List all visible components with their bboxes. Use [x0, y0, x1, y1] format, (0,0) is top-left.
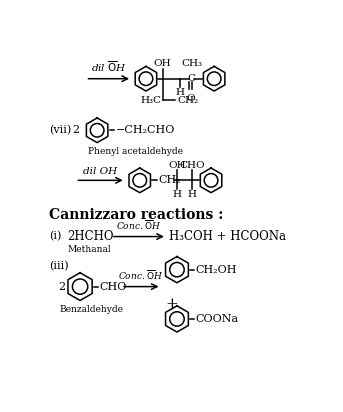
- Text: Cannizzaro reactions :: Cannizzaro reactions :: [49, 208, 223, 222]
- Text: H: H: [188, 190, 197, 199]
- Text: H: H: [173, 190, 181, 199]
- Text: Phenyl acetaldehyde: Phenyl acetaldehyde: [88, 147, 183, 156]
- Text: 2: 2: [72, 125, 80, 135]
- Text: (iii): (iii): [49, 262, 69, 272]
- Text: H₃C: H₃C: [140, 96, 162, 105]
- Text: (i): (i): [49, 232, 61, 242]
- Text: CHO: CHO: [180, 161, 205, 170]
- Text: CH₂: CH₂: [158, 176, 181, 185]
- Text: Conc. $\overline{\rm O}$H: Conc. $\overline{\rm O}$H: [118, 268, 164, 282]
- Text: +: +: [165, 297, 178, 311]
- Text: CH₃: CH₃: [181, 59, 203, 68]
- Text: (vii): (vii): [49, 125, 71, 136]
- Text: H: H: [176, 88, 185, 97]
- Text: CH₂OH: CH₂OH: [196, 265, 237, 275]
- Text: CHO: CHO: [99, 281, 127, 292]
- Text: dil OH: dil OH: [83, 167, 117, 176]
- Text: Benzaldehyde: Benzaldehyde: [60, 305, 124, 314]
- Text: OH: OH: [168, 161, 186, 170]
- Text: C: C: [187, 74, 195, 83]
- Text: OH: OH: [153, 59, 171, 68]
- Text: H₃COH + HCOONa: H₃COH + HCOONa: [169, 230, 286, 243]
- Text: 2: 2: [58, 281, 66, 292]
- Text: 2HCHO: 2HCHO: [68, 230, 114, 243]
- Text: COONa: COONa: [196, 314, 239, 324]
- Text: O: O: [187, 94, 195, 103]
- Text: Conc. $\overline{\rm O}$H: Conc. $\overline{\rm O}$H: [116, 218, 162, 232]
- Text: CH₂: CH₂: [177, 96, 198, 105]
- Text: Methanal: Methanal: [68, 245, 111, 254]
- Text: dil $\overline{\rm O}$H: dil $\overline{\rm O}$H: [91, 59, 127, 74]
- Text: −CH₂CHO: −CH₂CHO: [116, 125, 175, 135]
